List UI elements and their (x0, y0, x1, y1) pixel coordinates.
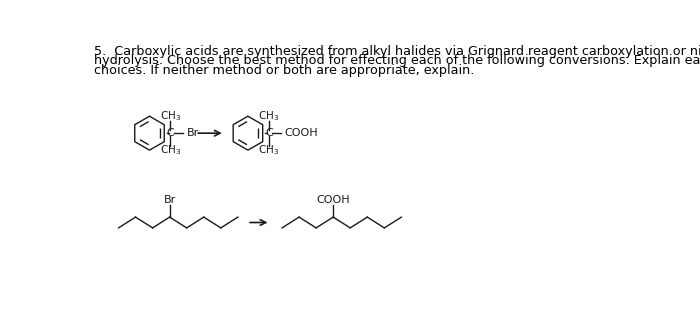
Text: Br: Br (164, 195, 176, 205)
Text: hydrolysis. Choose the best method for effecting each of the following conversio: hydrolysis. Choose the best method for e… (94, 54, 700, 67)
Text: CH$_3$: CH$_3$ (258, 109, 279, 123)
Text: COOH: COOH (316, 195, 350, 205)
Text: CH$_3$: CH$_3$ (160, 109, 181, 123)
Text: Br: Br (187, 128, 199, 138)
Text: CH$_3$: CH$_3$ (258, 143, 279, 157)
Text: 5.  Carboxylic acids are synthesized from alkyl halides via Grignard reagent car: 5. Carboxylic acids are synthesized from… (94, 44, 700, 58)
Text: C: C (167, 128, 174, 138)
Text: C: C (265, 128, 273, 138)
Text: CH$_3$: CH$_3$ (160, 143, 181, 157)
Text: COOH: COOH (284, 128, 318, 138)
Text: choices. If neither method or both are appropriate, explain.: choices. If neither method or both are a… (94, 64, 474, 77)
